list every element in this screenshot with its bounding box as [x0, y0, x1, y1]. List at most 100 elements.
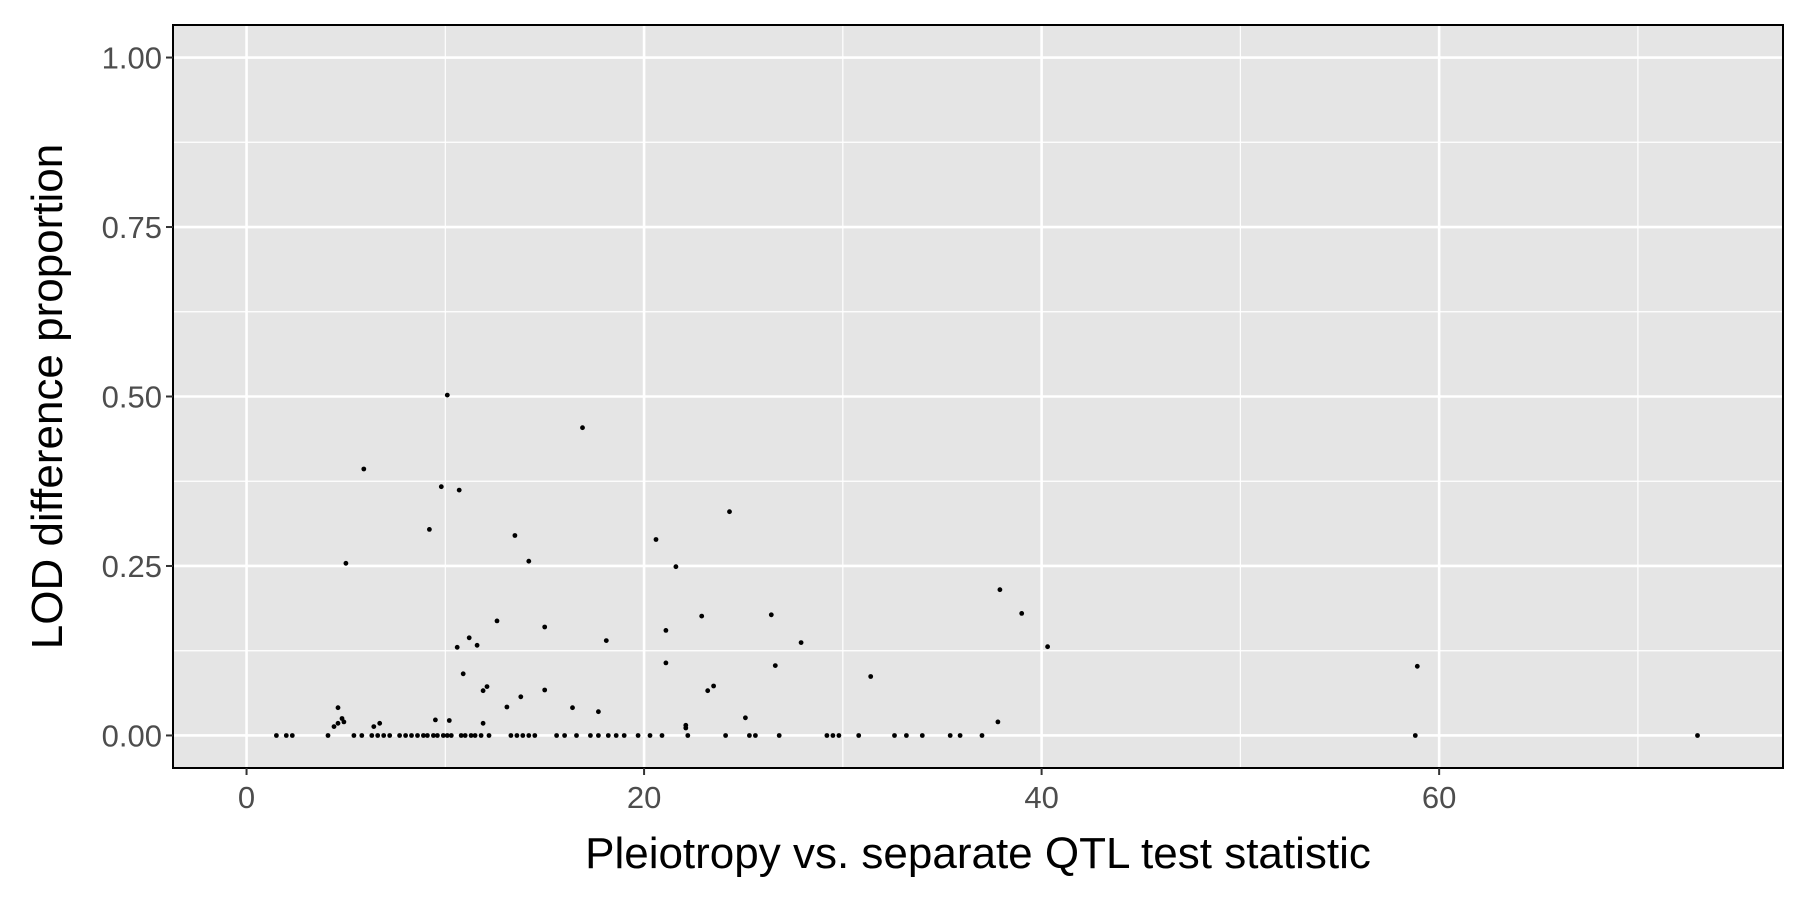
data-point: [580, 425, 585, 431]
data-point: [653, 537, 659, 542]
data-point: [1045, 644, 1050, 650]
data-point: [486, 733, 492, 738]
data-point: [824, 733, 830, 738]
data-point: [588, 733, 593, 738]
data-point: [341, 719, 347, 725]
data-point: [456, 487, 462, 493]
data-point: [743, 715, 748, 721]
data-point: [605, 733, 611, 738]
data-point: [520, 733, 526, 738]
x-axis-ticks: 0 20 40 60: [238, 768, 1456, 815]
data-point: [518, 694, 524, 700]
data-point: [335, 705, 341, 711]
x-tick-label: 40: [1024, 780, 1058, 815]
data-point: [635, 733, 641, 738]
data-point: [480, 720, 486, 726]
data-point: [768, 612, 774, 618]
data-point: [621, 733, 627, 738]
data-point: [494, 618, 500, 624]
data-point: [444, 733, 450, 738]
data-point: [480, 688, 486, 694]
data-point: [421, 733, 426, 738]
data-point: [1414, 663, 1420, 669]
data-point: [435, 733, 440, 738]
data-point: [1695, 733, 1700, 738]
data-point: [776, 733, 782, 738]
data-point: [705, 688, 711, 694]
data-point: [371, 724, 377, 729]
data-point: [440, 733, 446, 738]
y-tick-label: 0.75: [102, 210, 162, 245]
data-point: [504, 704, 510, 710]
data-points: [274, 392, 1700, 738]
data-point: [381, 733, 387, 738]
data-point: [343, 560, 349, 566]
y-tick-label: 1.00: [102, 41, 162, 76]
data-point: [747, 733, 752, 738]
y-axis-ticks: 0.00 0.25 0.50 0.75 1.00: [102, 41, 173, 753]
data-point: [274, 733, 279, 738]
y-tick-label: 0.25: [102, 549, 162, 584]
data-point: [836, 733, 842, 738]
data-point: [289, 733, 295, 738]
data-point: [947, 733, 953, 738]
data-point: [753, 733, 758, 738]
data-point: [403, 733, 408, 738]
data-point: [472, 733, 478, 738]
data-point: [554, 733, 559, 738]
data-point: [425, 733, 430, 738]
data-point: [331, 724, 337, 729]
data-point: [466, 635, 472, 641]
data-point: [979, 733, 985, 738]
data-point: [454, 644, 460, 650]
data-point: [532, 733, 538, 738]
data-point: [723, 733, 728, 738]
x-tick-label: 20: [627, 780, 661, 815]
data-point: [433, 717, 438, 723]
data-point: [377, 720, 383, 726]
data-point: [369, 733, 375, 738]
data-point: [647, 733, 653, 738]
data-point: [468, 733, 474, 738]
data-point: [325, 733, 331, 738]
data-point: [856, 733, 862, 738]
data-point: [596, 709, 601, 715]
x-tick-label: 0: [238, 780, 255, 815]
data-point: [1019, 611, 1025, 616]
data-point: [526, 733, 532, 738]
data-point: [508, 733, 514, 738]
data-point: [427, 527, 432, 532]
data-point: [957, 733, 963, 738]
data-point: [514, 733, 520, 738]
data-point: [397, 733, 402, 738]
data-point: [699, 613, 705, 619]
data-point: [868, 674, 874, 679]
y-axis-title: LOD difference proportion: [23, 144, 72, 649]
data-point: [458, 733, 464, 738]
data-point: [574, 733, 579, 738]
data-point: [375, 733, 381, 738]
data-point: [798, 640, 804, 645]
y-tick-label: 0.50: [102, 380, 162, 415]
data-point: [431, 733, 436, 738]
data-point: [904, 733, 909, 738]
data-point: [542, 687, 548, 693]
data-point: [512, 533, 518, 538]
data-point: [438, 484, 444, 490]
data-point: [409, 733, 414, 738]
data-point: [448, 733, 454, 738]
data-point: [474, 642, 480, 648]
data-point: [444, 392, 450, 398]
data-point: [351, 733, 357, 738]
data-point: [478, 733, 484, 738]
data-point: [997, 587, 1003, 593]
data-point: [711, 683, 716, 689]
y-tick-label: 0.00: [102, 718, 162, 753]
data-point: [387, 733, 393, 738]
data-point: [570, 705, 575, 711]
data-point: [526, 558, 532, 564]
data-point: [1412, 733, 1418, 738]
data-point: [673, 564, 679, 570]
data-point: [361, 466, 367, 472]
